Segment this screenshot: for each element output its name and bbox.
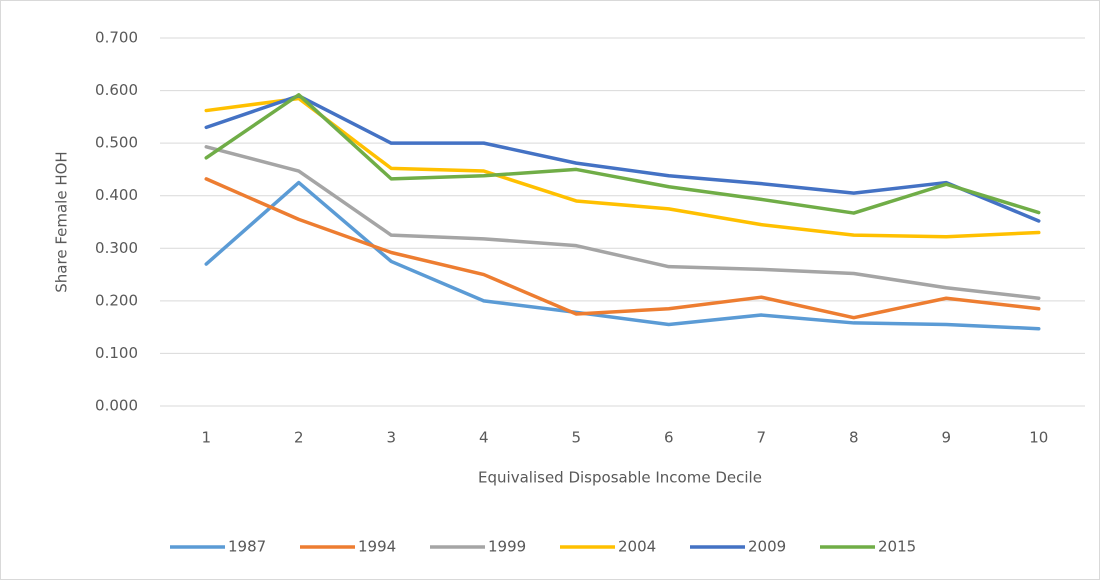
legend-label: 1994	[358, 538, 396, 556]
series-line	[204, 96, 1041, 239]
y-tick-label: 0.300	[95, 239, 138, 257]
x-tick-label: 6	[664, 429, 674, 447]
series-line	[204, 145, 1041, 300]
y-tick-label: 0.700	[95, 29, 138, 47]
x-tick-label: 1	[201, 429, 211, 447]
series-line	[204, 177, 1041, 320]
series-line	[204, 180, 1041, 331]
x-tick-label: 9	[941, 429, 951, 447]
y-tick-label: 0.100	[95, 344, 138, 362]
series-line	[204, 94, 1041, 223]
x-tick-label: 8	[849, 429, 859, 447]
y-tick-label: 0.400	[95, 186, 138, 204]
y-tick-label: 0.000	[95, 397, 138, 415]
legend-label: 2015	[878, 538, 916, 556]
series-line	[204, 93, 1041, 215]
x-tick-label: 7	[756, 429, 766, 447]
y-tick-label: 0.500	[95, 134, 138, 152]
y-axis-title: Share Female HOH	[53, 151, 71, 292]
y-tick-label: 0.600	[95, 81, 138, 99]
legend-label: 1987	[228, 538, 266, 556]
legend-label: 1999	[488, 538, 526, 556]
y-tick-label: 0.200	[95, 291, 138, 309]
x-tick-label: 10	[1029, 429, 1048, 447]
x-tick-label: 3	[386, 429, 396, 447]
legend-label: 2004	[618, 538, 656, 556]
x-axis-title: Equivalised Disposable Income Decile	[478, 469, 762, 487]
x-tick-label: 2	[294, 429, 304, 447]
legend-label: 2009	[748, 538, 786, 556]
x-tick-label: 5	[571, 429, 581, 447]
x-tick-label: 4	[479, 429, 489, 447]
